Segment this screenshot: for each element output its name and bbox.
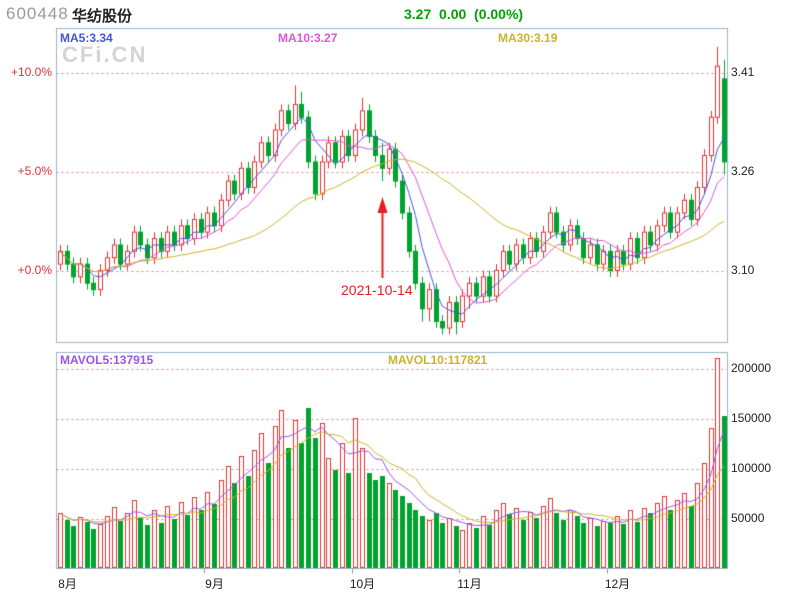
y-axis-percent-zero: +0.0% xyxy=(17,263,52,277)
vol-axis-150000: 150000 xyxy=(731,411,772,425)
vol-axis-50000: 50000 xyxy=(731,511,765,525)
y-axis-percent-plus10: +10.0% xyxy=(10,65,52,79)
stock-name: 华纺股份 xyxy=(72,8,133,25)
y-axis-price-high: 3.41 xyxy=(731,65,755,79)
ma10-legend: MA10:3.27 xyxy=(278,31,338,45)
annotation-label: 2021-10-14 xyxy=(341,282,413,298)
ma30-legend: MA30:3.19 xyxy=(498,31,558,45)
watermark: CFi.CN xyxy=(62,42,148,67)
y-axis-percent-plus5: +5.0% xyxy=(17,164,52,178)
vol-axis-200000: 200000 xyxy=(731,361,772,375)
stock-quote: 3.27 0.00 (0.00%) xyxy=(404,6,524,22)
mavol5-legend: MAVOL5:137915 xyxy=(60,353,154,367)
x-axis-month-label: 11月 xyxy=(457,577,482,591)
x-axis-month-label: 8月 xyxy=(58,577,77,591)
y-axis-price-base: 3.10 xyxy=(731,263,755,277)
mavol10-legend: MAVOL10:117821 xyxy=(388,353,488,367)
x-axis-month-label: 9月 xyxy=(205,577,224,591)
vol-axis-100000: 100000 xyxy=(731,461,772,475)
x-axis-month-label: 12月 xyxy=(604,577,631,591)
x-axis-month-label: 10月 xyxy=(349,577,376,591)
ma5-legend: MA5:3.34 xyxy=(60,31,113,45)
stock-code: 600448 xyxy=(6,4,69,23)
y-axis-price-mid: 3.26 xyxy=(731,164,755,178)
